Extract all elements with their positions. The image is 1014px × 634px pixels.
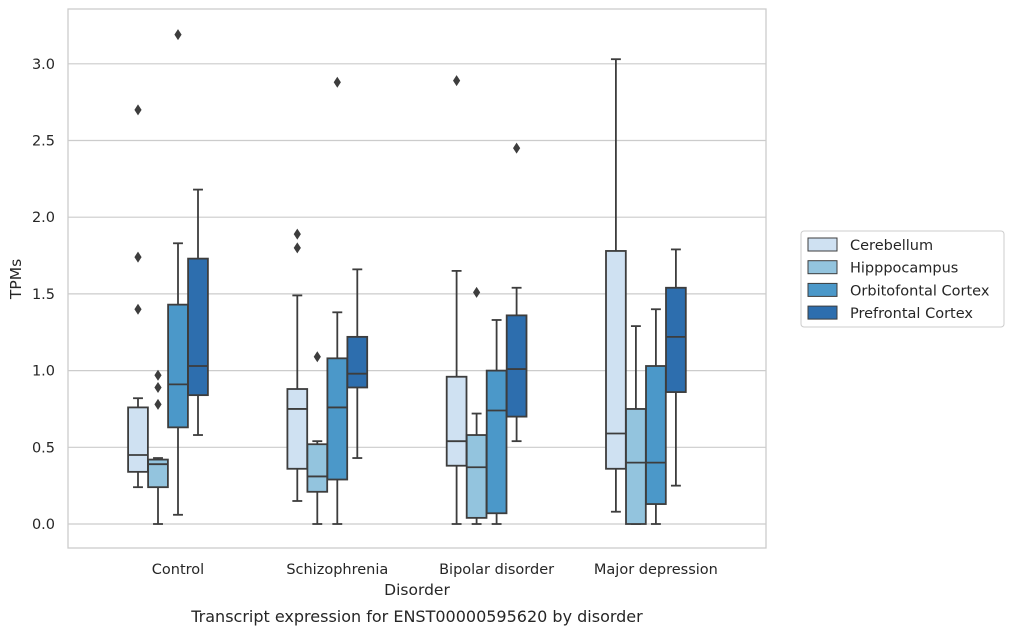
box-body — [326, 357, 349, 481]
y-tick-labels: 0.0 0.5 1.0 1.5 2.0 2.5 3.0 — [32, 57, 55, 533]
box-body — [127, 406, 149, 473]
y-tick-label: 2.5 — [32, 134, 55, 150]
outlier-point — [134, 104, 142, 116]
box-body — [306, 443, 329, 493]
outlier-point — [333, 76, 341, 88]
box-body — [147, 458, 169, 489]
legend-frame — [800, 230, 1005, 328]
legend-swatch — [807, 305, 838, 320]
outlier-point — [473, 286, 481, 298]
outlier-point — [513, 142, 521, 154]
box-orbitofontal-cortex — [485, 319, 508, 525]
y-tick-label: 0.0 — [32, 517, 55, 533]
legend-swatch — [807, 260, 838, 275]
box-orbitofontal-cortex — [645, 308, 667, 525]
x-axis-label: Disorder — [384, 581, 450, 599]
outlier-point — [453, 75, 461, 87]
legend-label: Prefrontal Cortex — [850, 306, 973, 322]
box-hipppocampus — [147, 369, 169, 525]
box-body — [665, 286, 687, 393]
box-body — [645, 365, 667, 505]
box-body — [346, 335, 369, 389]
plot-frame — [67, 8, 767, 549]
legend-label: Cerebellum — [850, 238, 933, 254]
outlier-point — [293, 228, 301, 240]
box-body — [485, 369, 508, 515]
x-tick-labels: Control Schizophrenia Bipolar disorder Majo… — [152, 562, 718, 578]
legend-swatch — [807, 237, 838, 252]
box-groups — [127, 29, 687, 525]
outlier-point — [293, 242, 301, 254]
x-tick-label: Schizophrenia — [286, 562, 388, 578]
box-body — [605, 250, 627, 470]
box-cerebellum — [127, 104, 149, 489]
y-tick-label: 1.5 — [32, 287, 55, 303]
box-prefrontal-cortex — [505, 142, 528, 443]
outlier-point — [174, 29, 182, 41]
y-tick-label: 2.0 — [32, 210, 55, 226]
figure-caption: Transcript expression for ENST0000059562… — [190, 607, 643, 626]
y-tick-label: 0.5 — [32, 440, 55, 456]
outlier-point — [154, 381, 162, 393]
outlier-point — [154, 369, 162, 381]
y-tick-label: 3.0 — [32, 57, 55, 73]
x-tick-label: Control — [152, 562, 204, 578]
box-body — [187, 257, 209, 397]
legend-swatch — [807, 282, 838, 297]
box-cerebellum — [286, 228, 309, 502]
box-body — [286, 388, 309, 470]
box-prefrontal-cortex — [346, 268, 369, 459]
box-body — [167, 303, 189, 429]
y-axis-label: TPMs — [7, 259, 25, 300]
box-body — [505, 314, 528, 418]
box-cerebellum — [445, 75, 468, 525]
legend: Cerebellum Hipppocampus Orbitofontal Corte… — [800, 230, 1005, 328]
box-prefrontal-cortex — [187, 188, 209, 436]
outlier-point — [154, 398, 162, 410]
outlier-point — [134, 251, 142, 263]
box-body — [465, 434, 488, 519]
legend-label: Hipppocampus — [850, 261, 958, 277]
box-body — [445, 375, 468, 467]
y-tick-label: 1.0 — [32, 364, 55, 380]
x-tick-label: Bipolar disorder — [439, 562, 554, 578]
box-orbitofontal-cortex — [326, 76, 349, 525]
box-hipppocampus — [306, 351, 329, 525]
x-tick-label: Major depression — [594, 562, 718, 578]
box-cerebellum — [605, 58, 627, 513]
box-body — [625, 408, 647, 525]
legend-label: Orbitofontal Cortex — [850, 283, 990, 299]
outlier-point — [134, 303, 142, 315]
outlier-point — [313, 351, 321, 363]
box-prefrontal-cortex — [665, 248, 687, 487]
